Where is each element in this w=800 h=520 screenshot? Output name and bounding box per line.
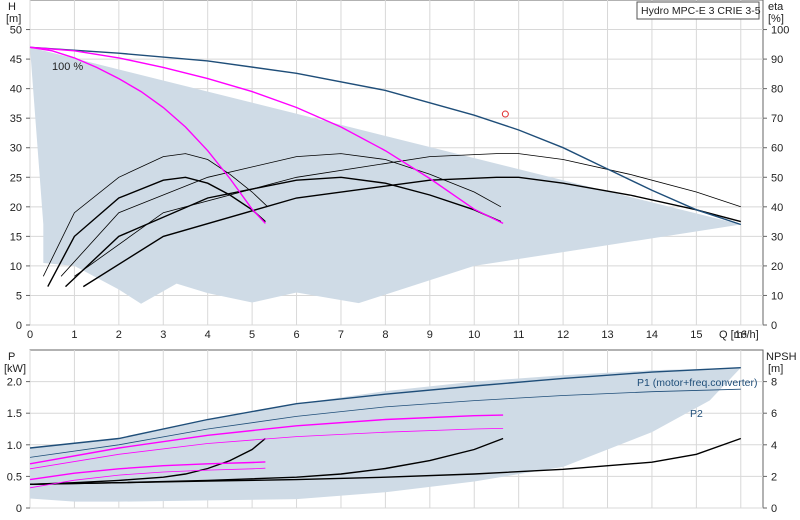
- power-axis-ticks: 0 0.5 1.0 1.5 2.0 0 2 4 6 8: [7, 377, 777, 515]
- power-tick-label: 0: [16, 503, 22, 515]
- x-tick-label: 5: [249, 329, 255, 341]
- eta-tick-label: 40: [771, 202, 783, 214]
- npsh-curve: [29, 437, 504, 485]
- efficiency-curve: [47, 176, 266, 287]
- efficiency-curve: [42, 153, 268, 277]
- power-curve: [29, 388, 741, 458]
- efficiency-curve: [60, 153, 502, 277]
- head-tick-label: 0: [16, 320, 22, 332]
- speed-annotation: 100 %: [52, 61, 83, 73]
- x-tick-label: 9: [427, 329, 433, 341]
- eta-tick-label: 80: [771, 84, 783, 96]
- x-tick-label: 10: [468, 329, 480, 341]
- head-curve: [29, 46, 266, 224]
- head-tick-label: 10: [10, 261, 22, 273]
- power-curve: [29, 414, 504, 465]
- x-tick-label: 7: [338, 329, 344, 341]
- npsh-tick-label: 2: [771, 471, 777, 483]
- head-axis-ticks: 0 1 2 3 4 5 6 7 8 9 10 11 12 13 14 15 160510152025303540…: [10, 25, 790, 341]
- power-curve: [29, 467, 266, 489]
- eta-tick-label: 30: [771, 231, 783, 243]
- npsh-tick-label: 0: [771, 503, 777, 515]
- flow-axis-label: Q [m³/h]: [719, 329, 759, 341]
- eta-tick-label: 10: [771, 290, 783, 302]
- x-tick-label: 11: [513, 329, 524, 341]
- power-axis-label: P: [8, 351, 15, 363]
- p2-label: P2: [690, 408, 703, 420]
- head-tick-label: 20: [10, 202, 22, 214]
- head-tick-label: 30: [10, 143, 22, 155]
- efficiency-curve: [82, 176, 741, 288]
- head-tick-label: 50: [10, 25, 22, 37]
- power-tick-label: 2.0: [7, 377, 22, 389]
- power-curve: [29, 367, 741, 449]
- eta-tick-label: 100: [771, 25, 789, 37]
- duty-point-marker: [501, 110, 509, 118]
- head-curve: [29, 46, 742, 226]
- eta-tick-label: 60: [771, 143, 783, 155]
- head-curves: [29, 46, 742, 288]
- head-curve: [29, 46, 504, 225]
- head-axis-label: H: [8, 1, 16, 13]
- power-tick-label: 1.5: [7, 408, 22, 420]
- head-tick-label: 15: [10, 231, 22, 243]
- head-axis-unit: [m]: [6, 13, 21, 25]
- npsh-axis-unit: [m]: [768, 363, 783, 375]
- chart-title: Hydro MPC-E 3 CRIE 3-5: [641, 5, 761, 17]
- x-tick-label: 1: [71, 329, 77, 341]
- power-curve: [29, 461, 266, 481]
- p1-label: P1 (motor+freq.converter): [637, 377, 758, 389]
- power-curves: [29, 367, 742, 489]
- eta-tick-label: 20: [771, 261, 783, 273]
- head-tick-label: 40: [10, 84, 22, 96]
- x-tick-label: 3: [160, 329, 166, 341]
- power-tick-label: 1.0: [7, 440, 22, 452]
- eta-axis-unit: [%]: [768, 13, 784, 25]
- head-shaded-region: [30, 47, 741, 304]
- head-tick-label: 35: [10, 113, 22, 125]
- eta-tick-label: 0: [771, 320, 777, 332]
- x-tick-label: 2: [116, 329, 122, 341]
- x-tick-label: 13: [601, 329, 613, 341]
- npsh-axis-label: NPSH: [766, 351, 797, 363]
- npsh-curve: [29, 437, 266, 485]
- eta-tick-label: 90: [771, 54, 783, 66]
- efficiency-curve: [74, 153, 741, 277]
- eta-axis-label: eta: [768, 1, 784, 13]
- eta-tick-label: 50: [771, 172, 783, 184]
- allowed-operating-area: [30, 47, 741, 304]
- x-tick-label: 6: [293, 329, 299, 341]
- power-axis-unit: [kW]: [4, 363, 26, 375]
- x-tick-label: 8: [382, 329, 388, 341]
- power-tick-label: 0.5: [7, 471, 22, 483]
- title-box: [636, 1, 760, 20]
- x-tick-label: 15: [690, 329, 702, 341]
- x-tick-label: 16: [735, 329, 747, 341]
- power-curve: [29, 428, 504, 470]
- x-tick-label: 0: [27, 329, 33, 341]
- npsh-tick-label: 6: [771, 408, 777, 420]
- x-tick-label: 12: [557, 329, 569, 341]
- head-tick-label: 25: [10, 172, 22, 184]
- x-tick-label: 4: [205, 329, 211, 341]
- head-tick-label: 45: [10, 54, 22, 66]
- npsh-tick-label: 8: [771, 377, 777, 389]
- x-tick-label: 14: [646, 329, 658, 341]
- npsh-tick-label: 4: [771, 440, 777, 452]
- head-tick-label: 5: [16, 290, 22, 302]
- eta-tick-label: 70: [771, 113, 783, 125]
